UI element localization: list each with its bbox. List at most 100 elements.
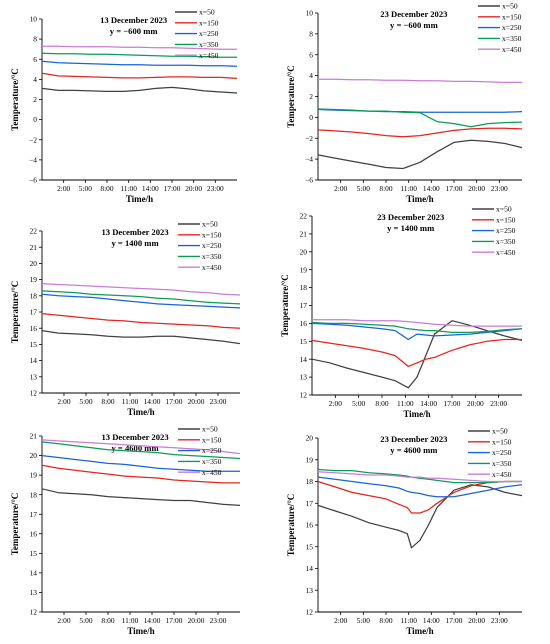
- y-tick-label: 8: [309, 29, 313, 38]
- chart-title: 23 December 2023: [380, 9, 447, 19]
- chart-panel-1: −6 −4 −2 0 2 4 6 8 10 2:00 5:00 8:00 11:00 14:00 17:00…: [10, 8, 238, 204]
- y-tick-label: 19: [300, 265, 308, 274]
- y-tick-label: −2: [29, 135, 37, 144]
- legend-label-x-250: x=250: [496, 226, 516, 235]
- series-line-x-250: [311, 322, 523, 341]
- y-tick-label: 14: [30, 568, 38, 577]
- y-tick-label: 10: [306, 9, 314, 18]
- y-tick-label: 21: [300, 230, 308, 239]
- y-tick-label: 17: [300, 301, 308, 310]
- series-line-x-450: [42, 45, 237, 50]
- chart-subtitle: y = 1400 mm: [387, 223, 435, 233]
- y-tick-label: 14: [300, 355, 308, 364]
- y-tick-label: 22: [300, 212, 308, 221]
- y-tick-label: 15: [30, 340, 38, 349]
- legend-label-x-350: x=350: [492, 459, 512, 468]
- y-axis-title: Temperature/°C: [10, 281, 20, 344]
- y-tick-label: −4: [29, 155, 37, 164]
- x-tick-label: 23:00: [210, 616, 227, 625]
- series-line-x-250: [41, 454, 240, 472]
- legend-label-x-250: x=250: [492, 448, 512, 457]
- y-tick-label: 13: [306, 586, 314, 595]
- x-tick-label: 8:00: [100, 184, 113, 193]
- series-line-x-350: [41, 52, 237, 58]
- chart-title: 23 December 2023: [377, 212, 444, 222]
- y-tick-label: 4: [309, 71, 313, 80]
- series-line-x-150: [311, 338, 522, 368]
- y-tick-label: 19: [30, 471, 38, 480]
- series-line-x-350: [41, 290, 241, 305]
- y-tick-label: 0: [33, 115, 37, 124]
- series-line-x-450: [41, 282, 241, 296]
- series-line-x-50: [41, 329, 241, 345]
- y-tick-label: 0: [309, 113, 313, 122]
- series-line-x-350: [317, 108, 523, 128]
- chart-panel-2: −6 −4 −2 0 2 4 6 8 10 2:00 5:00 8:00 11:00 14:00 17:00…: [286, 2, 523, 204]
- y-tick-label: 12: [300, 391, 308, 400]
- y-tick-label: 12: [30, 608, 38, 617]
- legend-label-x-450: x=450: [502, 45, 522, 54]
- x-tick-label: 23:00: [490, 399, 507, 408]
- y-tick-label: 2: [309, 92, 313, 101]
- legend-label-x-350: x=350: [496, 237, 516, 246]
- legend-label-x-50: x=50: [202, 425, 218, 434]
- legend-label-x-450: x=450: [492, 470, 512, 479]
- y-tick-label: 16: [30, 324, 38, 333]
- x-tick-label: 11:00: [122, 397, 139, 406]
- y-tick-label: 13: [300, 373, 308, 382]
- y-tick-label: 17: [306, 499, 314, 508]
- x-tick-label: 5:00: [357, 184, 370, 193]
- x-axis-title: Time/h: [126, 194, 153, 204]
- legend-label-x-250: x=250: [202, 241, 222, 250]
- x-axis-title: Time/h: [127, 407, 154, 417]
- x-tick-label: 2:00: [57, 616, 70, 625]
- legend-label-x-350: x=350: [199, 40, 219, 49]
- legend-label-x-50: x=50: [199, 8, 215, 17]
- y-tick-label: 20: [300, 247, 308, 256]
- series-line-x-350: [41, 441, 241, 460]
- legend-label-x-250: x=250: [199, 29, 219, 38]
- x-tick-label: 11:00: [400, 616, 417, 625]
- chart-subtitle: y = −600 mm: [390, 20, 439, 30]
- series-line-x-450: [318, 78, 522, 84]
- y-tick-label: 17: [30, 510, 38, 519]
- y-tick-label: 19: [306, 455, 314, 464]
- x-tick-label: 14:00: [423, 184, 440, 193]
- y-tick-label: 12: [306, 608, 314, 617]
- legend-label-x-50: x=50: [502, 2, 518, 11]
- x-tick-label: 23:00: [207, 184, 224, 193]
- x-tick-label: 8:00: [379, 184, 392, 193]
- chart-subtitle: y = 4600 mm: [390, 445, 438, 455]
- y-tick-label: 18: [300, 283, 308, 292]
- series-line-x-150: [41, 72, 238, 80]
- y-tick-label: 15: [300, 337, 308, 346]
- y-tick-label: 20: [30, 451, 38, 460]
- x-tick-label: 23:00: [491, 616, 508, 625]
- series-line-x-450: [317, 471, 522, 483]
- chart-title: 13 December 2023: [101, 432, 168, 442]
- x-tick-label: 14:00: [420, 399, 437, 408]
- y-tick-label: 16: [306, 521, 314, 530]
- legend-label-x-450: x=450: [202, 468, 222, 477]
- x-tick-label: 11:00: [397, 399, 414, 408]
- x-tick-label: 11:00: [120, 184, 137, 193]
- y-tick-label: −6: [29, 176, 37, 185]
- x-axis-title: Time/h: [406, 626, 433, 636]
- series-line-x-250: [41, 293, 241, 309]
- legend-label-x-450: x=450: [496, 248, 516, 257]
- x-tick-label: 11:00: [122, 616, 139, 625]
- series-line-x-50: [41, 86, 238, 94]
- series-line-x-50: [317, 139, 523, 170]
- x-tick-label: 5:00: [79, 397, 92, 406]
- x-tick-label: 2:00: [57, 184, 70, 193]
- chart-panel-4: 12 13 14 15 16 17 18 19 20 21 22 2:00 5:00 8:00 11:00 1…: [280, 205, 523, 419]
- x-tick-label: 20:00: [188, 397, 205, 406]
- x-tick-label: 2:00: [329, 399, 342, 408]
- y-axis-title: Temperature/°C: [10, 68, 20, 131]
- y-tick-label: 18: [30, 490, 38, 499]
- x-tick-label: 2:00: [334, 184, 347, 193]
- x-tick-label: 8:00: [101, 616, 114, 625]
- series-line-x-50: [311, 320, 523, 389]
- y-tick-label: 15: [306, 542, 314, 551]
- series-line-x-450: [312, 319, 522, 327]
